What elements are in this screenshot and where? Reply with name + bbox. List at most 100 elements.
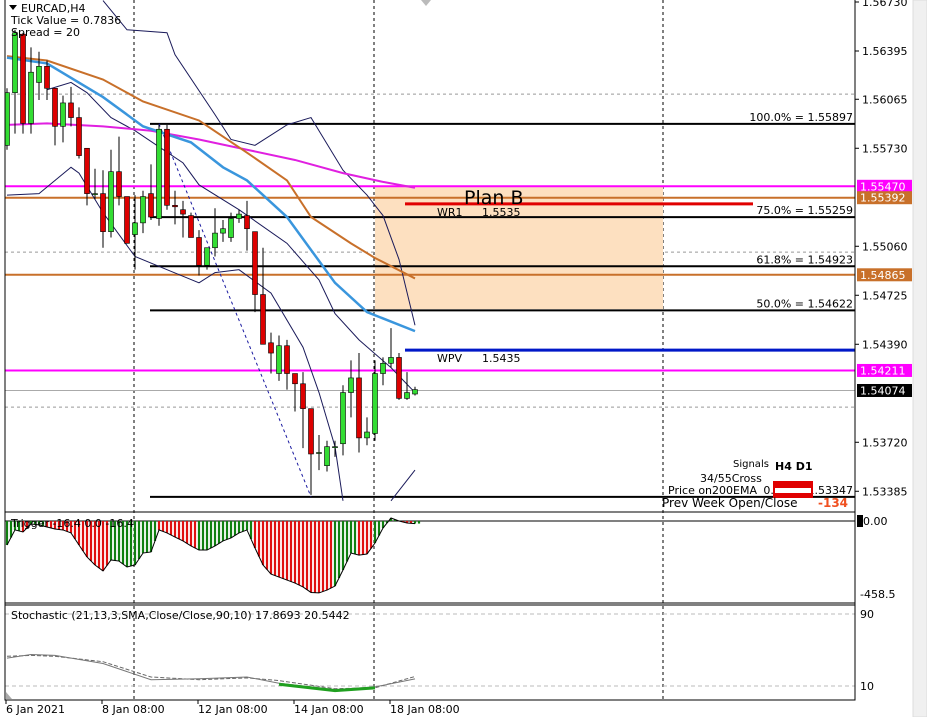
candle [60, 95, 66, 143]
candle [108, 149, 114, 238]
trigger-zero-marker [857, 515, 863, 527]
candle [412, 386, 418, 396]
candle-body-bear [148, 193, 154, 218]
fib-level-label: 61.8% = 1.54923 [756, 253, 853, 266]
trigger-envelope-line [6, 517, 416, 594]
candle [92, 168, 98, 200]
wpv-label: WPV [437, 352, 463, 365]
candle-body-bear [68, 102, 74, 118]
trigger-label: Trigger -16.4 0.0 -16.4 [10, 517, 134, 530]
price-tag [857, 179, 912, 193]
plan-b-zone [375, 186, 663, 310]
candle-body-bull [380, 362, 386, 374]
candle-body-bear [308, 408, 314, 455]
candle-body-bear [252, 231, 258, 295]
candle [252, 231, 258, 313]
candle-body-bear [244, 215, 250, 230]
trigger-axis-bottom: -458.5 [860, 588, 895, 601]
candle [284, 339, 290, 390]
y-tick-label: 1.56730 [862, 0, 908, 9]
candle [100, 170, 106, 248]
candle [300, 372, 306, 449]
candle-body-bull [332, 446, 338, 448]
fib-level-label: 100.0% = 1.55897 [749, 111, 853, 124]
candle [36, 51, 42, 101]
trigger-pane-frame [4, 511, 856, 604]
candle-body-bull [92, 193, 98, 195]
candle [308, 408, 314, 495]
trigger-axis-top: 0.00 [863, 515, 888, 528]
candle-body-bull [340, 392, 346, 445]
candle-body-bull [220, 228, 226, 234]
signal-row-cross: 34/55Cross [700, 472, 762, 485]
candle-body-bear [300, 383, 306, 409]
candle [356, 353, 362, 453]
candle-body-bear [84, 147, 90, 194]
candle-body-bull [316, 452, 322, 454]
chart-shift-marker-icon[interactable] [421, 0, 431, 6]
price-axis: 1.56730 1.56395 1.56065 1.55730 1.55060 1.547… [855, 0, 912, 498]
candle [180, 200, 186, 238]
ma-magenta-line [6, 122, 416, 189]
candle-body-bull [372, 373, 378, 434]
candle-body-bull [5, 92, 10, 146]
plan-b-label: Plan B [464, 187, 524, 209]
prev-week-value: -134 [818, 496, 848, 510]
stoch-level-low: 10 [860, 680, 874, 693]
candle-body-bull [12, 32, 18, 93]
candle [28, 47, 34, 134]
candle-body-bear [196, 237, 202, 266]
candle [148, 164, 154, 220]
stoch-main-line [6, 653, 416, 691]
candle-body-bull [108, 171, 114, 232]
candle-body-bear [44, 66, 50, 89]
candle [380, 357, 386, 386]
signal-row-ema: Price on200EMA [668, 484, 757, 497]
price-tag [857, 383, 912, 397]
candle [156, 124, 162, 226]
candle-body-bear [188, 215, 194, 238]
y-tick-label: 1.56395 [862, 45, 908, 58]
band-upper-line [102, 0, 416, 326]
scrollbar-strip[interactable] [912, 0, 927, 717]
candle-body-bear [292, 373, 298, 385]
candle [164, 124, 170, 210]
y-tick-label: 1.53720 [862, 436, 908, 449]
stochastic-pane-frame [4, 604, 856, 701]
candle-body-bear [100, 193, 106, 232]
candle-body-bear [396, 357, 402, 399]
candle [332, 440, 338, 457]
dropdown-triangle-icon[interactable] [9, 5, 17, 10]
band-lower-line [6, 166, 344, 501]
wpv-value: 1.5435 [482, 352, 521, 365]
candle-body-bear [124, 196, 130, 244]
candle [388, 328, 394, 368]
signal-separator [775, 488, 811, 493]
candle [324, 440, 330, 472]
candle-body-bull [404, 392, 410, 399]
price-tag-label: 1.55470 [860, 180, 906, 193]
candle-body-bear [172, 205, 178, 208]
candle-body-bull [60, 102, 66, 127]
candle-body-bear [20, 33, 26, 124]
candle [140, 190, 146, 234]
candle [220, 219, 226, 242]
candle [52, 87, 58, 146]
candle [124, 196, 130, 244]
candle [76, 107, 82, 159]
stoch-signal-line [6, 654, 416, 690]
candle-body-bull [212, 232, 218, 249]
x-tick-label: 14 Jan 08:00 [294, 703, 364, 716]
candle [68, 86, 74, 127]
candle [172, 190, 178, 225]
candle [244, 200, 250, 251]
signals-timeframes: H4 D1 [775, 460, 812, 473]
fib-level-label: 50.0% = 1.54622 [756, 297, 853, 310]
trigger-pane [5, 517, 855, 594]
candle-body-bull [348, 377, 354, 393]
candle-body-bear [116, 171, 122, 197]
candle-body-bull [204, 247, 210, 266]
candle-body-bull [140, 196, 146, 224]
candle [204, 247, 210, 270]
